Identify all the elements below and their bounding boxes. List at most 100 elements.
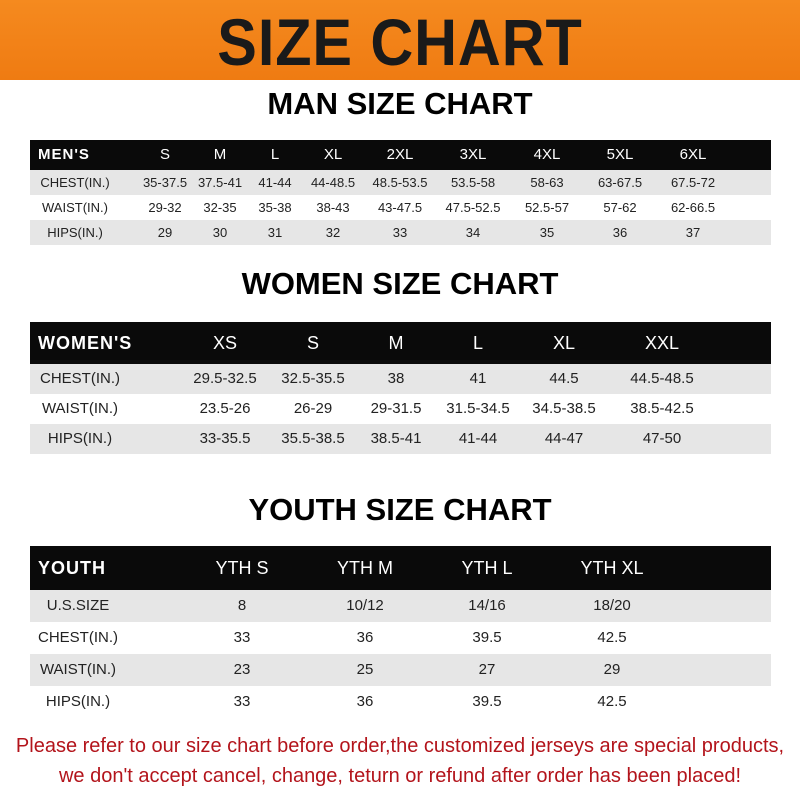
table-cell: 39.5 [472,629,502,646]
row-label: HIPS(IN.) [45,693,111,710]
size-header: YTH L [461,558,513,578]
table-cell: 43-47.5 [377,200,423,215]
row-label: HIPS(IN.) [47,430,113,447]
table-cell: 31.5-34.5 [446,400,510,417]
table-cell: 48.5-53.5 [372,175,428,190]
table-cell: 35-38 [258,200,292,215]
table-cell: 58-63 [530,175,564,190]
table-cell: 62-66.5 [670,200,716,215]
table-cell: 53.5-58 [450,175,496,190]
size-header: 3XL [459,146,487,163]
banner-title: SIZE CHART [217,5,583,79]
table-row: HIPS(IN.) 33-35.5 35.5-38.5 38.5-41 41-44 44-… [30,424,771,454]
size-header: M [388,333,404,353]
table-title-cell: MEN'S [38,146,90,163]
table-cell: 37 [685,225,701,240]
table-cell: 39.5 [472,693,502,710]
row-label: CHEST(IN.) [40,370,120,387]
table-cell: 52.5-57 [524,200,570,215]
table-cell: 47-50 [642,430,682,447]
row-label: WAIST(IN.) [41,400,119,417]
table-cell: 29 [157,225,173,240]
women-title: WOMEN SIZE CHART [241,266,559,301]
table-cell: 41-44 [458,430,498,447]
size-header: XL [552,333,576,353]
table-cell: 57-62 [603,200,637,215]
table-cell: 23.5-26 [199,400,251,417]
table-title-cell: WOMEN'S [38,333,133,353]
size-header: S [306,333,320,353]
table-row: WAIST(IN.) 23 25 27 29 [30,654,771,686]
table-cell: 35 [539,225,555,240]
size-header: YTH M [337,558,393,578]
note-line-1: Please refer to our size chart before or… [15,735,785,757]
row-label: WAIST(IN.) [39,661,117,678]
table-title-cell: YOUTH [38,558,106,578]
table-cell: 33 [233,629,251,646]
table-row: CHEST(IN.) 29.5-32.5 32.5-35.5 38 41 44.5 44.5… [30,364,771,394]
table-cell: 38-43 [316,200,350,215]
table-cell: 32.5-35.5 [281,370,345,387]
size-header: 6XL [679,146,707,163]
table-cell: 34 [465,225,481,240]
table-cell: 8 [237,597,247,614]
youth-title: YOUTH SIZE CHART [248,492,552,527]
table-cell: 44.5-48.5 [630,370,694,387]
size-header: L [270,146,280,163]
row-label: CHEST(IN.) [40,175,110,190]
table-cell: 10/12 [346,597,384,614]
table-cell: 47.5-52.5 [445,200,501,215]
table-row: CHEST(IN.) 35-37.5 37.5-41 41-44 44-48.5 48.5… [30,170,771,195]
table-cell: 36 [356,693,374,710]
size-header: XS [212,333,238,353]
table-cell: 29.5-32.5 [193,370,257,387]
table-cell: 26-29 [293,400,333,417]
table-cell: 34.5-38.5 [532,400,596,417]
table-cell: 33 [233,693,251,710]
table-row: CHEST(IN.) 33 36 39.5 42.5 [30,622,771,654]
table-cell: 38.5-41 [370,430,422,447]
size-header: 5XL [606,146,634,163]
table-cell: 44-48.5 [310,175,356,190]
table-cell: 30 [212,225,228,240]
table-cell: 18/20 [593,597,631,614]
table-cell: 35.5-38.5 [281,430,345,447]
table-cell: 42.5 [597,693,627,710]
table-cell: 27 [478,661,496,678]
table-cell: 33 [392,225,408,240]
table-cell: 36 [356,629,374,646]
table-cell: 29-31.5 [370,400,422,417]
table-row: WAIST(IN.) 29-32 32-35 35-38 38-43 43-47.5 47.… [30,195,771,220]
note-line-2: we don't accept cancel, change, teturn o… [58,765,742,787]
size-header: S [159,146,171,163]
row-label: WAIST(IN.) [42,200,108,215]
row-label: U.S.SIZE [46,597,110,614]
size-header: YTH XL [580,558,644,578]
table-cell: 32-35 [203,200,237,215]
table-cell: 36 [612,225,628,240]
size-header: M [213,146,227,163]
size-header: YTH S [215,558,269,578]
table-header-row: WOMEN'S XS S M L XL XXL [30,322,771,364]
table-header-row: MEN'S S M L XL 2XL 3XL 4XL 5XL 6XL [30,140,771,170]
size-header: L [472,333,484,353]
row-label: CHEST(IN.) [38,629,118,646]
table-cell: 63-67.5 [597,175,643,190]
table-cell: 29-32 [148,200,182,215]
table-row: WAIST(IN.) 23.5-26 26-29 29-31.5 31.5-34.5 34… [30,394,771,424]
table-cell: 29 [603,661,621,678]
table-row: HIPS(IN.) 29 30 31 32 33 34 35 36 37 [30,220,771,245]
table-cell: 23 [233,661,251,678]
table-cell: 44-47 [544,430,584,447]
table-cell: 44.5 [549,370,579,387]
table-cell: 41-44 [258,175,292,190]
table-row: HIPS(IN.) 33 36 39.5 42.5 [30,686,771,718]
table-cell: 14/16 [468,597,506,614]
size-header: XXL [644,333,680,353]
table-cell: 42.5 [597,629,627,646]
table-cell: 33-35.5 [199,430,251,447]
banner: SIZE CHART [0,0,800,80]
table-cell: 38 [387,370,405,387]
table-cell: 35-37.5 [142,175,188,190]
table-cell: 67.5-72 [670,175,716,190]
